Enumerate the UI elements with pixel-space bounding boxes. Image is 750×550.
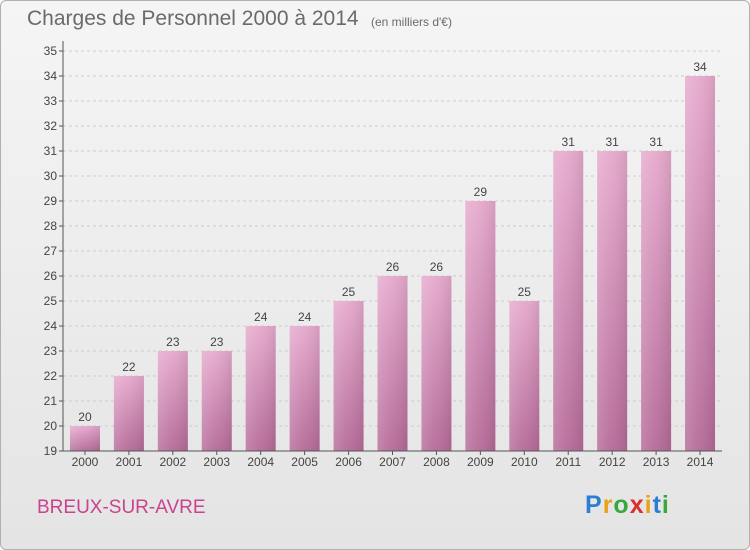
data-label: 26 (386, 260, 400, 274)
data-label: 31 (562, 135, 576, 149)
bar-shine (157, 351, 188, 451)
y-tick-label: 23 (44, 344, 58, 358)
y-tick-label: 25 (44, 294, 58, 308)
x-tick-label: 2007 (379, 455, 406, 469)
logo-letter: x (629, 491, 645, 519)
y-tick-label: 30 (44, 169, 58, 183)
x-tick-label: 2006 (335, 455, 362, 469)
y-tick-label: 32 (44, 119, 58, 133)
data-label: 31 (605, 135, 619, 149)
bar-shine (597, 151, 628, 451)
y-tick-label: 19 (44, 444, 58, 458)
bar-shine (553, 151, 584, 451)
data-label: 31 (649, 135, 663, 149)
data-label: 25 (518, 285, 532, 299)
logo-letter: P (585, 491, 603, 519)
bar-shine (465, 201, 496, 451)
logo-letter: i (661, 491, 670, 519)
x-tick-label: 2003 (203, 455, 230, 469)
bar-shine (377, 276, 408, 451)
bar-shine (333, 301, 364, 451)
data-label: 24 (298, 310, 312, 324)
y-tick-label: 35 (44, 44, 58, 58)
y-tick-label: 31 (44, 144, 58, 158)
y-tick-label: 21 (44, 394, 58, 408)
data-label: 29 (474, 185, 488, 199)
chart-title: Charges de Personnel 2000 à 2014 (27, 7, 359, 30)
y-tick-label: 27 (44, 244, 58, 258)
y-tick-label: 28 (44, 219, 58, 233)
axes (59, 41, 722, 455)
x-tick-label: 2014 (687, 455, 714, 469)
bar-shine (201, 351, 232, 451)
proxiti-logo[interactable]: Proxiti (585, 491, 670, 520)
y-tick-label: 34 (44, 69, 58, 83)
x-tick-label: 2013 (643, 455, 670, 469)
x-tick-label: 2011 (555, 455, 581, 469)
data-label: 25 (342, 285, 356, 299)
y-tick-label: 29 (44, 194, 58, 208)
x-tick-label: 2009 (467, 455, 494, 469)
y-tick-label: 24 (44, 319, 58, 333)
y-tick-label: 20 (44, 419, 58, 433)
logo-letter: t (652, 491, 662, 519)
data-label: 22 (122, 360, 136, 374)
x-tick-label: 2002 (159, 455, 186, 469)
data-label: 20 (78, 410, 92, 424)
x-tick-label: 2010 (511, 455, 538, 469)
x-tick-label: 2012 (599, 455, 626, 469)
tick-labels: 19 20 21 22 23 24 25 26 27 28 29 30 31 32 33 34 35 20 2000… (44, 44, 714, 469)
data-label: 26 (430, 260, 444, 274)
bar-shine (509, 301, 540, 451)
chart-subtitle: (en milliers d'€) (371, 15, 452, 29)
logo-letter: r (602, 491, 614, 519)
data-label: 34 (693, 60, 707, 74)
x-tick-label: 2005 (291, 455, 318, 469)
bar-shine (69, 426, 100, 451)
y-tick-label: 22 (44, 369, 58, 383)
bar-shine (289, 326, 320, 451)
bar-shine (685, 76, 716, 451)
y-tick-label: 33 (44, 94, 58, 108)
bar-shine (245, 326, 276, 451)
data-label: 24 (254, 310, 268, 324)
bar-shine (421, 276, 452, 451)
data-label: 23 (166, 335, 180, 349)
town-name: BREUX-SUR-AVRE (37, 497, 206, 518)
x-tick-label: 2004 (247, 455, 274, 469)
x-tick-label: 2001 (116, 455, 143, 469)
bar-shine (113, 376, 144, 451)
x-tick-label: 2008 (423, 455, 450, 469)
bar-shine (641, 151, 672, 451)
logo-letter: i (644, 491, 653, 519)
y-tick-label: 26 (44, 269, 58, 283)
logo-letter: o (613, 491, 630, 519)
x-tick-label: 2000 (72, 455, 99, 469)
data-label: 23 (210, 335, 224, 349)
bars (69, 76, 716, 451)
